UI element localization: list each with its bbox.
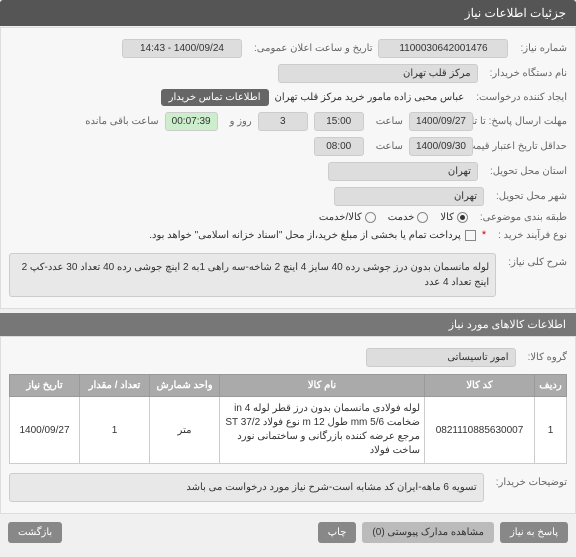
cell-idx: 1 — [535, 397, 567, 464]
class-label: طبقه بندی موضوعی: — [474, 212, 567, 223]
deadline-label: مهلت ارسال پاسخ: تا تاریخ: — [479, 116, 567, 127]
items-table: ردیف کد کالا نام کالا واحد شمارش تعداد /… — [9, 374, 567, 464]
validity-time: 08:00 — [314, 137, 364, 156]
process-label: نوع فرآیند خرید : — [492, 230, 567, 241]
deadline-time: 15:00 — [314, 112, 364, 131]
radio-circle-icon — [457, 212, 468, 223]
remaining-label: ساعت باقی مانده — [79, 116, 158, 127]
checkbox-icon[interactable] — [465, 230, 476, 241]
need-number-label: شماره نیاز: — [514, 43, 567, 54]
days-value: 3 — [258, 112, 308, 131]
delivery-city-value: تهران — [328, 162, 478, 181]
delivery-city-label: استان محل تحویل: — [484, 166, 567, 177]
deadline-time-label: ساعت — [370, 116, 403, 127]
main-desc-label: شرح کلی نیاز: — [502, 253, 567, 268]
print-button[interactable]: چاپ — [318, 522, 357, 543]
need-number-value: 1100030642001476 — [378, 39, 508, 58]
validity-date: 1400/09/30 — [409, 137, 473, 156]
delivery-city2-label: شهر محل تحویل: — [490, 191, 567, 202]
col-name: نام کالا — [220, 375, 425, 397]
announce-value: 1400/09/24 - 14:43 — [122, 39, 242, 58]
col-code: کد کالا — [425, 375, 535, 397]
col-unit: واحد شمارش — [150, 375, 220, 397]
remaining-value: 00:07:39 — [165, 112, 218, 131]
validity-label: حداقل تاریخ اعتبار قیمت: تا تاریخ: — [479, 141, 567, 152]
form-section: شماره نیاز: 1100030642001476 تاریخ و ساع… — [0, 27, 576, 309]
process-note: پرداخت تمام یا بخشی از مبلغ خرید،از محل … — [149, 230, 461, 241]
col-row: ردیف — [535, 375, 567, 397]
group-label: گروه کالا: — [522, 352, 567, 363]
validity-time-label: ساعت — [370, 141, 403, 152]
radio-both[interactable]: کالا/خدمت — [319, 212, 376, 223]
main-desc-box: لوله مانسمان بدون درز جوشی رده 40 سایز 4… — [9, 253, 496, 297]
required-star: * — [482, 229, 486, 241]
cell-date: 1400/09/27 — [10, 397, 80, 464]
items-section: گروه کالا: امور تاسیساتی ردیف کد کالا نا… — [0, 336, 576, 514]
panel-header: جزئیات اطلاعات نیاز — [0, 0, 576, 26]
col-date: تاریخ نیاز — [10, 375, 80, 397]
group-value: امور تاسیساتی — [366, 348, 516, 367]
cell-code: 0821110885630007 — [425, 397, 535, 464]
radio-goods[interactable]: کالا — [440, 212, 468, 223]
items-title: اطلاعات کالاهای مورد نیاز — [449, 319, 566, 331]
table-header-row: ردیف کد کالا نام کالا واحد شمارش تعداد /… — [10, 375, 567, 397]
requester-label: ایجاد کننده درخواست: — [470, 92, 567, 103]
delivery-city2-value: تهران — [334, 187, 484, 206]
items-header: اطلاعات کالاهای مورد نیاز — [0, 313, 576, 336]
col-qty: تعداد / مقدار — [80, 375, 150, 397]
radio-circle-icon — [417, 212, 428, 223]
deadline-date: 1400/09/27 — [409, 112, 473, 131]
radio-service-label: خدمت — [388, 212, 415, 223]
notes-box: تسویه 6 ماهه-ایران کد مشابه است-شرح نیاز… — [9, 473, 484, 502]
radio-service[interactable]: خدمت — [388, 212, 429, 223]
spacer — [68, 522, 312, 543]
requester-value: عباس محبی زاده مامور خرید مرکز قلب تهران — [275, 92, 465, 103]
buyer-org-label: نام دستگاه خریدار: — [484, 68, 567, 79]
days-label: روز و — [224, 116, 252, 127]
cell-qty: 1 — [80, 397, 150, 464]
process-note-wrap: پرداخت تمام یا بخشی از مبلغ خرید،از محل … — [149, 230, 476, 241]
radio-circle-icon — [365, 212, 376, 223]
contact-link[interactable]: اطلاعات تماس خریدار — [161, 89, 269, 106]
class-radio-group: کالا خدمت کالا/خدمت — [319, 212, 468, 223]
reply-button[interactable]: پاسخ به نیاز — [500, 522, 568, 543]
table-row: 1 0821110885630007 لوله فولادی مانسمان ب… — [10, 397, 567, 464]
attachments-button[interactable]: مشاهده مدارک پیوستی (0) — [362, 522, 494, 543]
buyer-org-value: مرکز قلب تهران — [278, 64, 478, 83]
cell-unit: متر — [150, 397, 220, 464]
notes-label: توضیحات خریدار: — [490, 473, 567, 488]
footer-buttons: پاسخ به نیاز مشاهده مدارک پیوستی (0) چاپ… — [0, 514, 576, 551]
radio-goods-label: کالا — [440, 212, 454, 223]
cell-name: لوله فولادی مانسمان بدون درز قطر لوله in… — [220, 397, 425, 464]
panel-title: جزئیات اطلاعات نیاز — [465, 6, 566, 20]
back-button[interactable]: بازگشت — [8, 522, 62, 543]
announce-label: تاریخ و ساعت اعلان عمومی: — [248, 43, 373, 54]
radio-both-label: کالا/خدمت — [319, 212, 362, 223]
